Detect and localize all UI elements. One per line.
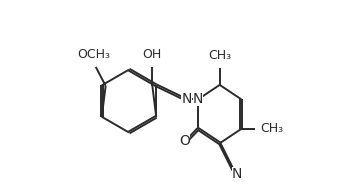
Text: N: N <box>193 92 203 106</box>
Text: OCH₃: OCH₃ <box>78 48 110 61</box>
Text: N: N <box>181 92 192 106</box>
Text: O: O <box>179 135 190 148</box>
Text: N: N <box>231 167 242 181</box>
Text: CH₃: CH₃ <box>208 49 231 62</box>
Text: CH₃: CH₃ <box>260 122 283 135</box>
Text: OH: OH <box>143 48 162 61</box>
